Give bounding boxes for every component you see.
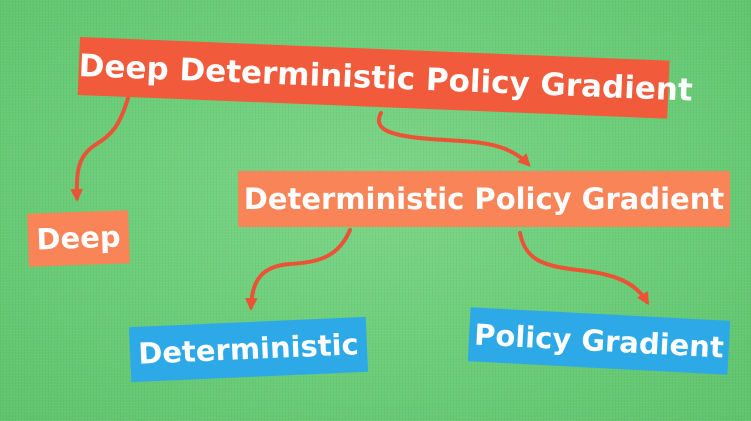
- node-label: Deep: [35, 219, 122, 257]
- node-deterministic-policy-gradient: Deterministic Policy Gradient: [238, 171, 730, 227]
- arrow-root-to-split: [377, 111, 531, 167]
- node-deep: Deep: [27, 210, 130, 267]
- node-label: Deterministic: [137, 327, 360, 371]
- node-label: Deterministic Policy Gradient: [243, 182, 725, 216]
- node-deterministic: Deterministic: [128, 316, 369, 383]
- arrow-split-to-deterministic: [244, 228, 352, 311]
- arrow-split-to-policy-gradient: [518, 231, 649, 306]
- node-label: Policy Gradient: [473, 317, 725, 365]
- arrow-root-to-deep: [70, 96, 130, 202]
